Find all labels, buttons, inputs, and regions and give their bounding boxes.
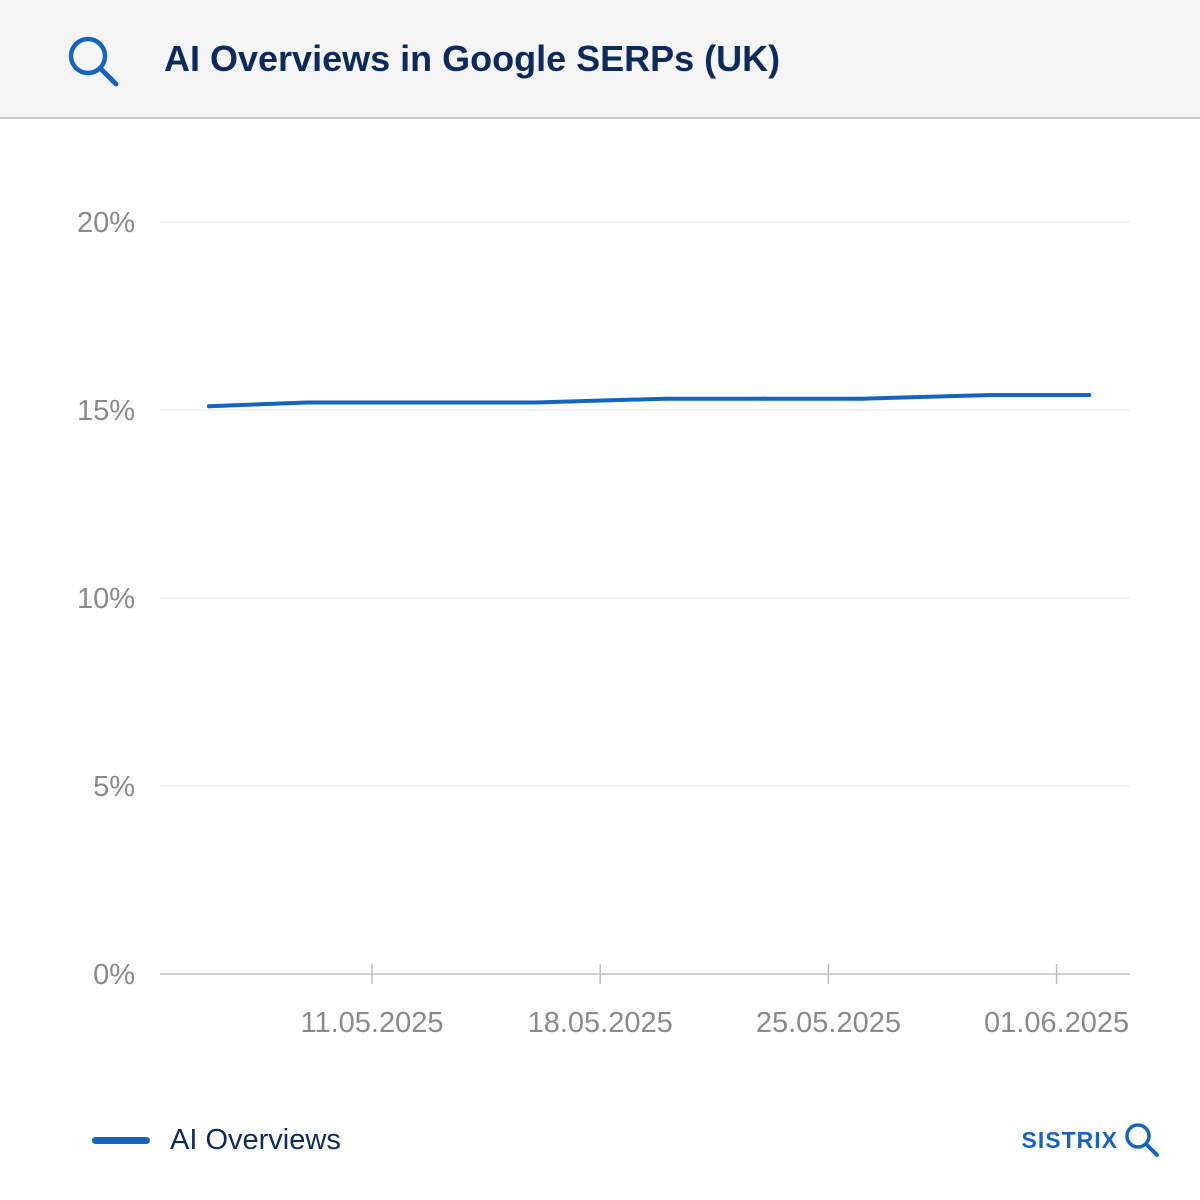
data-point <box>989 392 994 397</box>
data-point <box>533 400 537 405</box>
y-tick-label: 0% <box>93 959 135 991</box>
page-title: AI Overviews in Google SERPs (UK) <box>164 38 781 79</box>
y-tick-label: 15% <box>77 395 135 427</box>
x-tick-label: 01.06.2025 <box>984 1007 1129 1039</box>
data-point <box>859 396 863 401</box>
search-icon <box>1125 1123 1159 1157</box>
data-point <box>435 400 440 405</box>
data-point <box>207 404 211 409</box>
search-icon <box>68 36 119 87</box>
grid-layer <box>160 221 1130 975</box>
y-tick-label: 10% <box>77 583 135 615</box>
data-point <box>761 396 766 401</box>
brand-name: SISTRIX <box>1021 1126 1118 1153</box>
series-layer <box>207 392 1092 409</box>
series-line <box>207 393 1092 409</box>
legend: AI Overviews <box>92 1120 341 1160</box>
tick-layer: 0% 5% 10% 15% 20% 11.05.2025 18.05.2025 25.05.2… <box>77 207 1129 1039</box>
line-chart: 0% 5% 10% 15% 20% 11.05.2025 18.05.2025 25.05.2… <box>77 207 1130 1039</box>
x-tick-label: 18.05.2025 <box>528 1007 673 1039</box>
data-point <box>304 400 309 405</box>
y-tick-label: 20% <box>77 207 135 239</box>
legend-swatch <box>92 1136 150 1144</box>
legend-label: AI Overviews <box>170 1123 341 1156</box>
x-tick-label: 25.05.2025 <box>756 1007 901 1039</box>
data-point <box>663 396 668 401</box>
brand-logo: SISTRIX <box>1022 1120 1162 1160</box>
data-point <box>1087 392 1092 397</box>
y-tick-label: 5% <box>93 771 135 803</box>
x-tick-label: 11.05.2025 <box>301 1007 444 1039</box>
chart-header: AI Overviews in Google SERPs (UK) <box>0 0 1200 119</box>
